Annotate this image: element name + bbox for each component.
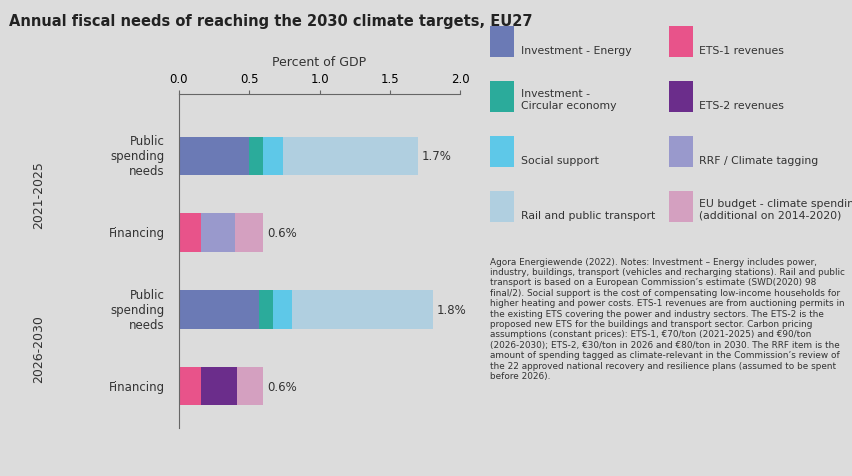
Text: ETS-1 revenues: ETS-1 revenues [699,46,785,56]
Text: Investment -
Circular economy: Investment - Circular economy [521,89,616,111]
Text: Financing: Financing [109,227,165,239]
Text: Rail and public transport: Rail and public transport [521,210,655,220]
Bar [201,214,235,252]
Bar [237,367,263,406]
Text: ETS-2 revenues: ETS-2 revenues [699,101,785,111]
Bar [283,138,418,176]
Text: Annual fiscal needs of reaching the 2030 climate targets, EU27: Annual fiscal needs of reaching the 2030… [9,14,532,29]
Text: Public
spending
needs: Public spending needs [111,135,165,178]
Bar [292,290,433,329]
Bar [273,290,292,329]
Bar [263,138,283,176]
Text: 0.6%: 0.6% [268,227,297,239]
Text: 0.6%: 0.6% [268,380,297,393]
Bar [179,214,201,252]
Bar [179,290,259,329]
Bar [179,367,201,406]
Text: 2021-2025: 2021-2025 [32,161,45,228]
Text: 2026-2030: 2026-2030 [32,314,45,382]
Bar [235,214,263,252]
Text: 1.7%: 1.7% [422,150,452,163]
Text: Agora Energiewende (2022). Notes: Investment – Energy includes power, industry, : Agora Energiewende (2022). Notes: Invest… [490,257,845,380]
X-axis label: Percent of GDP: Percent of GDP [273,56,366,69]
Text: Financing: Financing [109,380,165,393]
Bar [201,367,237,406]
Bar [259,290,273,329]
Bar [179,138,250,176]
Text: 1.8%: 1.8% [437,303,467,316]
Text: Social support: Social support [521,156,598,165]
Text: Investment - Energy: Investment - Energy [521,46,631,56]
Text: Public
spending
needs: Public spending needs [111,288,165,331]
Text: EU budget - climate spending
(additional on 2014-2020): EU budget - climate spending (additional… [699,198,852,220]
Bar [250,138,263,176]
Text: RRF / Climate tagging: RRF / Climate tagging [699,156,819,165]
